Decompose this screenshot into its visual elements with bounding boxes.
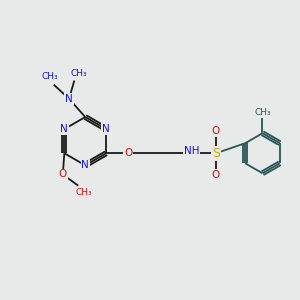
Text: O: O [212, 126, 220, 136]
Text: N: N [60, 124, 68, 134]
Text: CH₃: CH₃ [42, 72, 58, 81]
Text: CH₃: CH₃ [254, 108, 271, 117]
Text: N: N [102, 124, 110, 134]
Text: CH₃: CH₃ [70, 69, 87, 78]
Text: CH₃: CH₃ [75, 188, 92, 196]
Text: O: O [124, 148, 132, 158]
Text: NH: NH [184, 146, 200, 156]
Text: O: O [212, 170, 220, 180]
Text: N: N [65, 94, 73, 104]
Text: O: O [59, 169, 67, 179]
Text: S: S [212, 147, 220, 160]
Text: N: N [81, 160, 89, 170]
